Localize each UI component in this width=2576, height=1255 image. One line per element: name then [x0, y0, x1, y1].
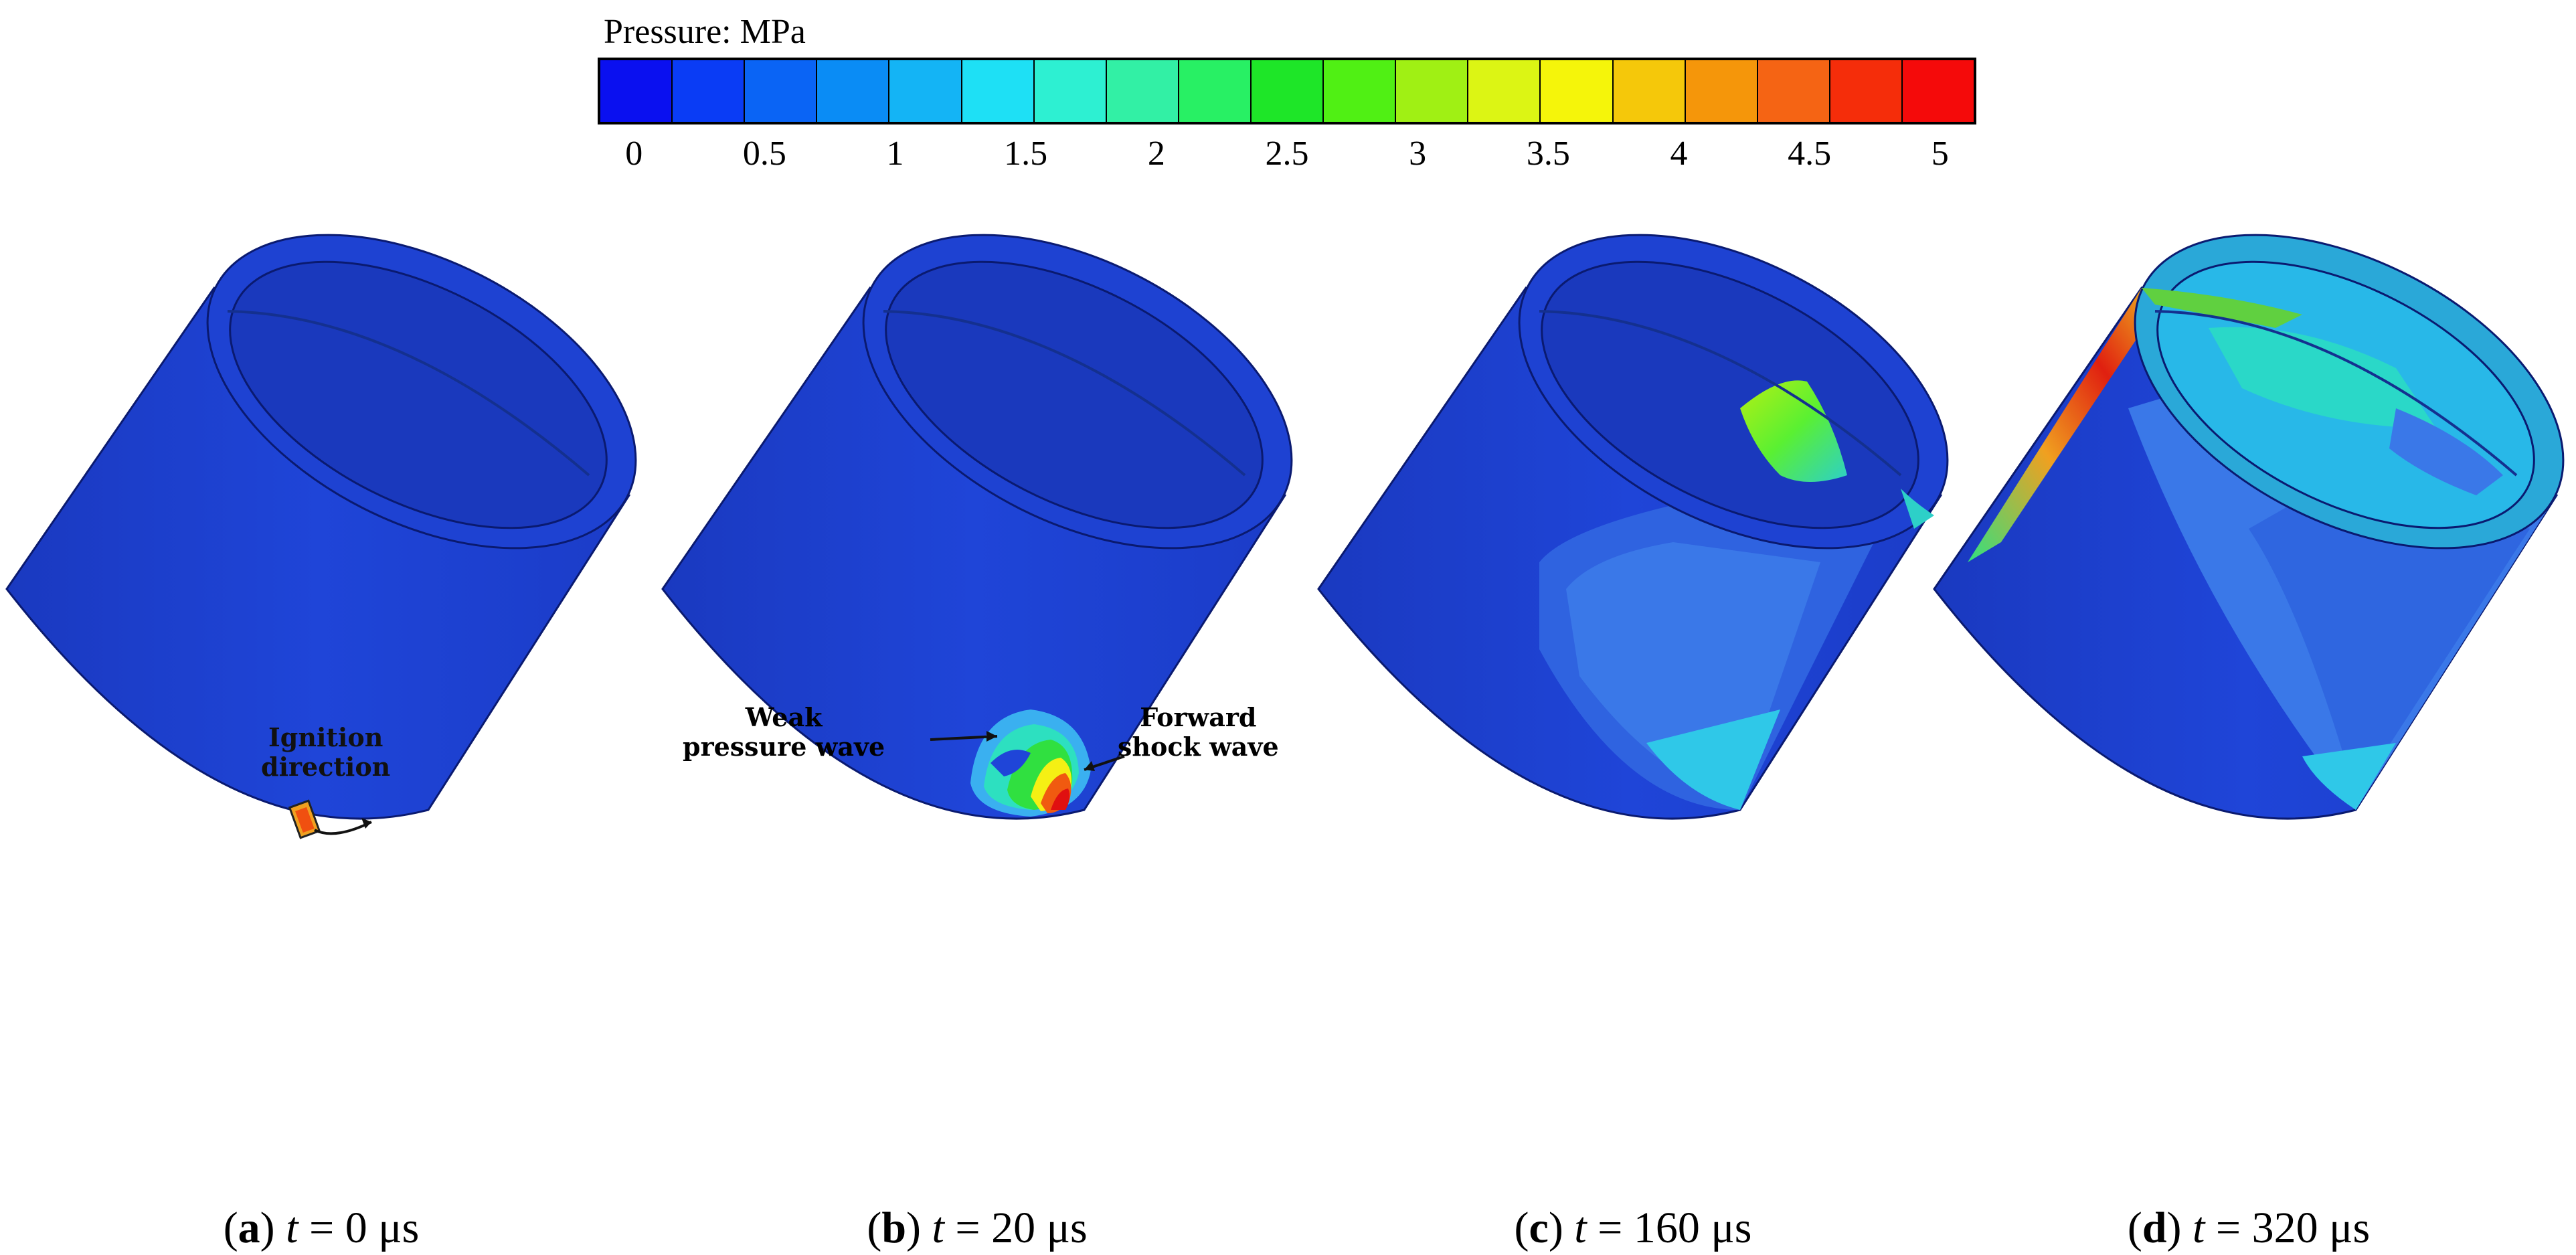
- ignition-label: Ignition direction: [261, 722, 391, 782]
- colorbar-segment: [745, 60, 818, 122]
- pressure-colorbar: [598, 58, 1976, 124]
- colorbar-segment: [1396, 60, 1469, 122]
- colorbar-segment: [962, 60, 1035, 122]
- colorbar-segment: [1613, 60, 1686, 122]
- panel-d: (d) t = 320 μs: [1927, 234, 2570, 1252]
- pressure-front-inner: [1740, 380, 1847, 482]
- panel-c: (c) t = 160 μs: [1312, 234, 1954, 1252]
- forward-wave-label: Forward shock wave: [1118, 702, 1279, 762]
- caption-a: (a) t = 0 μs: [223, 1203, 420, 1252]
- colorbar-segment: [1324, 60, 1397, 122]
- colorbar-tick-label: 5: [1931, 135, 1949, 173]
- cylinder-inner-wall: [885, 260, 1264, 529]
- cylinder-a: [5, 234, 637, 839]
- cylinder-c: [1317, 234, 1949, 820]
- weak-wave-label: Weak pressure wave: [683, 702, 885, 762]
- colorbar-segment: [1179, 60, 1252, 122]
- colorbar-segment: [673, 60, 746, 122]
- colorbar-segment: [1034, 60, 1107, 122]
- colorbar-segment: [1902, 60, 1974, 122]
- colorbar-tick-label: 2: [1147, 135, 1165, 173]
- colorbar-segment: [817, 60, 890, 122]
- cylinder-b: [661, 234, 1293, 820]
- colorbar-tick-label: 1: [886, 135, 904, 173]
- high-pressure-band: [1968, 288, 2162, 562]
- colorbar-tick-label: 2.5: [1265, 135, 1309, 173]
- colorbar-tick-label: 4: [1670, 135, 1688, 173]
- ignition-arrow: [314, 821, 372, 835]
- colorbar-segment: [1106, 60, 1179, 122]
- colorbar-segment: [1468, 60, 1541, 122]
- caption-c: (c) t = 160 μs: [1514, 1203, 1752, 1252]
- colorbar-segment: [1251, 60, 1324, 122]
- caption-b: (b) t = 20 μs: [867, 1203, 1088, 1252]
- colorbar-tick-label: 1.5: [1004, 135, 1048, 173]
- pressure-wave-region: [970, 709, 1091, 817]
- colorbar-tick-label: 0: [625, 135, 643, 173]
- colorbar-segment: [1541, 60, 1614, 122]
- cylinder-d: [1933, 234, 2565, 820]
- legend-title: Pressure: MPa: [604, 13, 806, 51]
- panel-a: Ignition direction (a) t = 0 μs: [0, 234, 642, 1252]
- weak-wave-arrow: [930, 735, 998, 741]
- cylinder-inner-wall: [229, 260, 608, 529]
- colorbar-tick-label: 3: [1409, 135, 1427, 173]
- colorbar-tick-label: 0.5: [742, 135, 786, 173]
- colorbar-segment: [1685, 60, 1758, 122]
- colorbar-tick-label: 4.5: [1788, 135, 1832, 173]
- colorbar-segment: [889, 60, 962, 122]
- caption-d: (d) t = 320 μs: [2127, 1203, 2371, 1252]
- colorbar-segment: [1757, 60, 1830, 122]
- colorbar-segment: [1830, 60, 1903, 122]
- panel-b: Weak pressure wave Forward shock wave (b…: [656, 234, 1298, 1252]
- colorbar-tick-label: 3.5: [1526, 135, 1570, 173]
- colorbar-segment: [600, 60, 673, 122]
